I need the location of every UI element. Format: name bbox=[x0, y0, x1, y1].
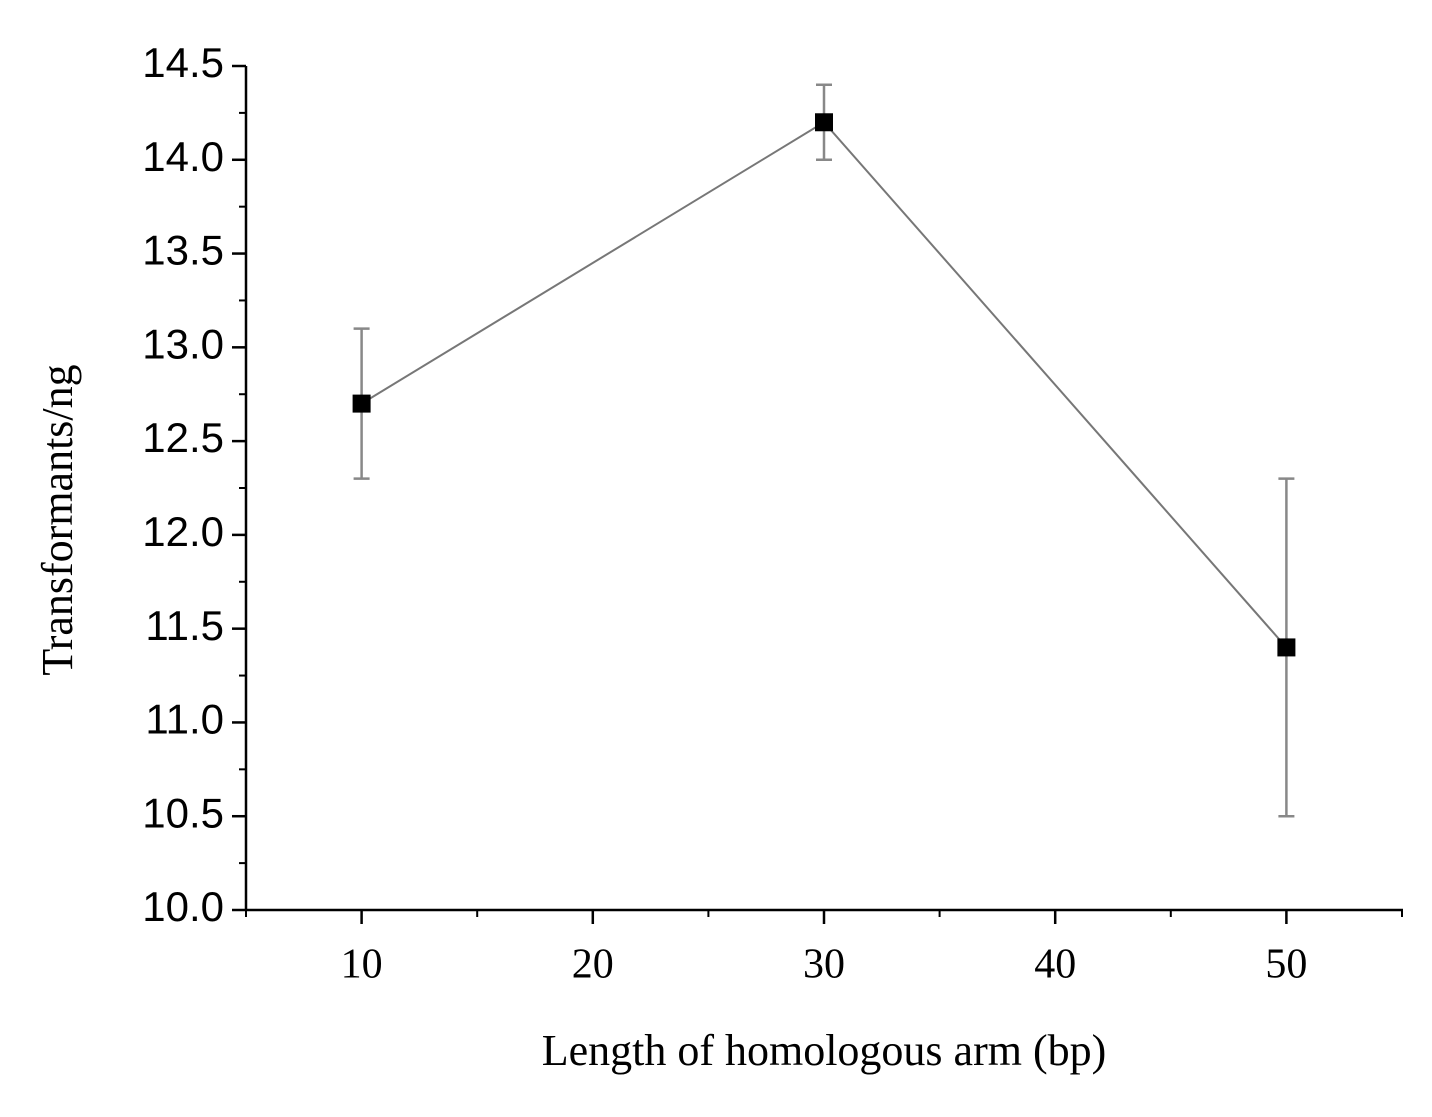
y-tick-label: 11.5 bbox=[145, 602, 224, 649]
x-tick-label: 30 bbox=[803, 942, 845, 988]
y-tick-label: 11.0 bbox=[145, 696, 224, 743]
y-tick-label: 14.0 bbox=[142, 133, 224, 180]
marker bbox=[815, 113, 833, 132]
x-axis-title: Length of homologous arm (bp) bbox=[542, 1026, 1107, 1075]
y-tick-label: 10.0 bbox=[142, 883, 224, 930]
y-axis-title: Transformants/ng bbox=[33, 364, 82, 675]
x-tick-label: 40 bbox=[1034, 942, 1076, 988]
y-tick-label: 12.0 bbox=[142, 508, 224, 555]
marker bbox=[1277, 638, 1296, 657]
x-tick-label: 50 bbox=[1265, 942, 1307, 988]
x-tick-label: 10 bbox=[341, 942, 383, 988]
y-tick-label: 10.5 bbox=[142, 789, 224, 836]
x-tick-label: 20 bbox=[572, 942, 614, 988]
y-tick-label: 14.5 bbox=[142, 39, 224, 86]
y-tick-label: 13.0 bbox=[142, 320, 224, 367]
y-tick-label: 12.5 bbox=[142, 414, 224, 461]
marker bbox=[352, 394, 371, 413]
y-tick-label: 13.5 bbox=[142, 227, 224, 274]
